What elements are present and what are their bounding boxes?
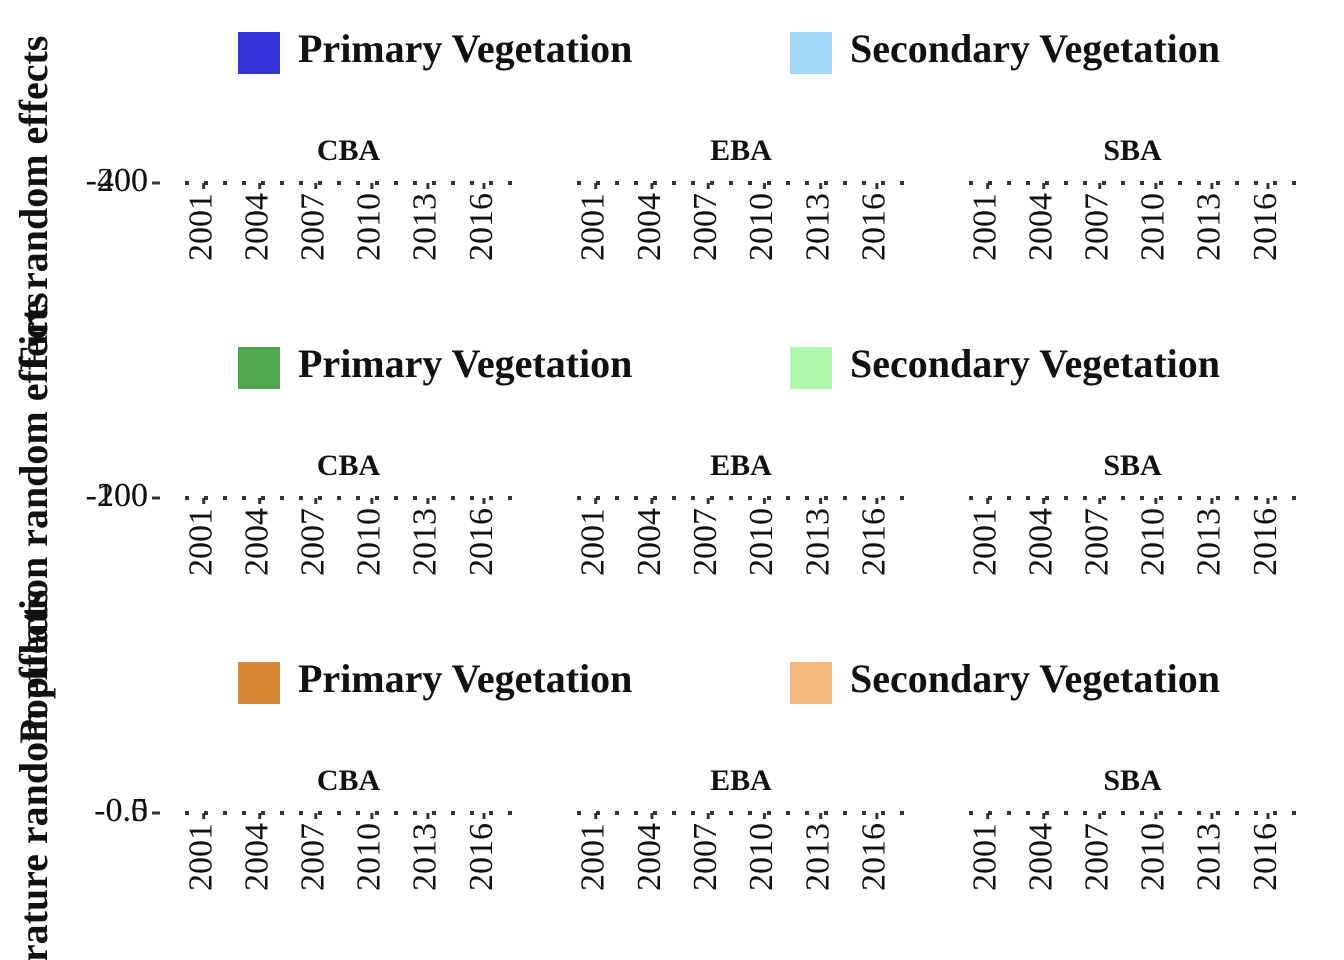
facet-label: SBA (1103, 764, 1162, 797)
x-tick-label: 2001 (966, 823, 1003, 891)
x-tick-label: 2004 (239, 823, 276, 891)
y-tick-label: 0.0 (106, 792, 149, 829)
x-tick-label: 2013 (799, 508, 836, 576)
x-tick-label: 2016 (856, 193, 893, 261)
x-tick-label: 2013 (407, 193, 444, 261)
legend-label: Primary Vegetation (298, 341, 632, 386)
legend-swatch (790, 32, 832, 74)
x-tick-label: 2004 (239, 193, 276, 261)
x-tick-label: 2013 (799, 823, 836, 891)
facet-label: CBA (317, 764, 381, 797)
y-tick-label: -100 (86, 477, 148, 514)
x-tick-label: 2010 (1135, 508, 1172, 576)
x-tick-label: 2007 (1079, 823, 1116, 891)
x-tick-label: 2001 (182, 508, 219, 576)
y-tick-label: -400 (86, 162, 148, 199)
x-tick-label: 2016 (463, 193, 500, 261)
x-tick-label: 2013 (799, 193, 836, 261)
y-axis-title: Temperature random effects (11, 590, 56, 960)
facet-label: EBA (710, 449, 772, 482)
x-tick-label: 2007 (295, 193, 332, 261)
x-tick-label: 2001 (182, 193, 219, 261)
x-tick-label: 2016 (856, 508, 893, 576)
x-tick-label: 2013 (407, 823, 444, 891)
x-tick-label: 2007 (295, 823, 332, 891)
x-tick-label: 2013 (1191, 508, 1228, 576)
y-tick-label: -0.5 (94, 792, 148, 829)
x-tick-label: 2001 (575, 508, 612, 576)
x-tick-label: 2016 (856, 823, 893, 891)
facet-label: CBA (317, 449, 381, 482)
x-tick-label: 2001 (182, 823, 219, 891)
legend-swatch (238, 347, 280, 389)
x-tick-label: 2013 (1191, 823, 1228, 891)
x-tick-label: 2004 (631, 823, 668, 891)
y-axis-title: Population random effects (11, 292, 56, 743)
x-tick-label: 2016 (463, 823, 500, 891)
legend-label: Primary Vegetation (298, 26, 632, 71)
x-tick-label: 2004 (1023, 193, 1060, 261)
y-axis-title: Fire random effects (11, 36, 56, 371)
legend-label: Secondary Vegetation (850, 341, 1220, 386)
x-tick-label: 2004 (631, 508, 668, 576)
x-tick-label: 2010 (743, 193, 780, 261)
legend-swatch (790, 662, 832, 704)
x-tick-label: 2010 (351, 508, 388, 576)
x-tick-label: 2016 (463, 508, 500, 576)
legend-swatch (238, 662, 280, 704)
facet-label: SBA (1103, 134, 1162, 167)
x-tick-label: 2001 (575, 823, 612, 891)
x-tick-label: 2010 (1135, 823, 1172, 891)
x-tick-label: 2001 (966, 508, 1003, 576)
x-tick-label: 2010 (1135, 193, 1172, 261)
x-tick-label: 2016 (1247, 823, 1284, 891)
facet-label: EBA (710, 134, 772, 167)
legend-label: Secondary Vegetation (850, 26, 1220, 71)
x-tick-label: 2007 (295, 508, 332, 576)
x-tick-label: 2007 (687, 508, 724, 576)
x-tick-label: 2013 (1191, 193, 1228, 261)
y-tick-label: 200 (97, 477, 148, 514)
x-tick-label: 2016 (1247, 193, 1284, 261)
x-tick-label: 2007 (1079, 508, 1116, 576)
x-tick-label: 2001 (966, 193, 1003, 261)
x-tick-label: 2004 (1023, 508, 1060, 576)
x-tick-label: 2004 (1023, 823, 1060, 891)
x-tick-label: 2007 (687, 193, 724, 261)
x-tick-label: 2016 (1247, 508, 1284, 576)
x-tick-label: 2010 (351, 193, 388, 261)
x-tick-label: 2013 (407, 508, 444, 576)
facet-label: EBA (710, 764, 772, 797)
legend-label: Primary Vegetation (298, 656, 632, 701)
x-tick-label: 2010 (743, 823, 780, 891)
x-tick-label: 2001 (575, 193, 612, 261)
x-tick-label: 2010 (743, 508, 780, 576)
y-tick-label: 200 (97, 162, 148, 199)
legend-swatch (238, 32, 280, 74)
x-tick-label: 2007 (687, 823, 724, 891)
x-tick-label: 2004 (239, 508, 276, 576)
legend-label: Secondary Vegetation (850, 656, 1220, 701)
x-tick-label: 2007 (1079, 193, 1116, 261)
x-tick-label: 2004 (631, 193, 668, 261)
x-tick-label: 2010 (351, 823, 388, 891)
facet-label: SBA (1103, 449, 1162, 482)
legend-swatch (790, 347, 832, 389)
facet-label: CBA (317, 134, 381, 167)
